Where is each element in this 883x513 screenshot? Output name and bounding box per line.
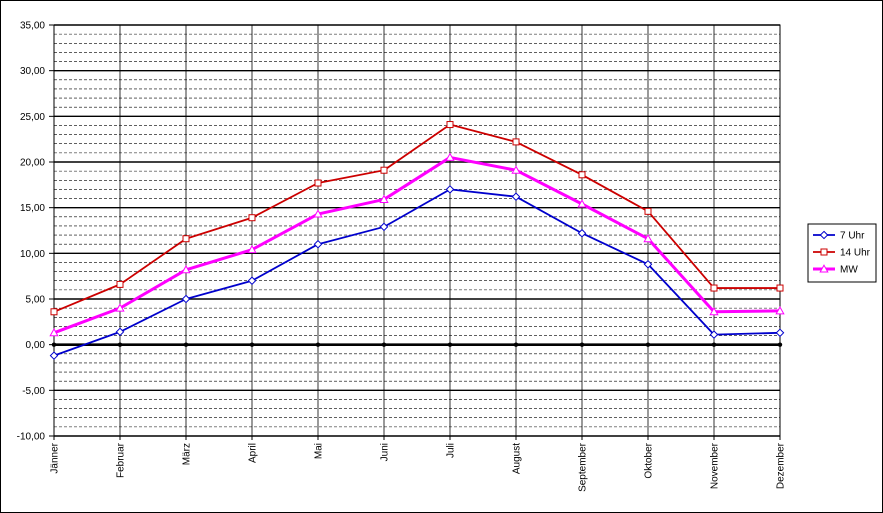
series-layer (49, 121, 785, 360)
data-point (313, 239, 323, 249)
zero-axis-tick (777, 342, 783, 347)
x-tick-label: Juli (446, 443, 457, 458)
data-point (181, 294, 191, 304)
x-tick-label: Mai (314, 443, 325, 459)
y-tick-label: 15,00 (20, 203, 45, 214)
legend-item: MW (813, 264, 858, 276)
data-point (511, 192, 521, 202)
legend: 7 Uhr 14 Uhr MW (807, 223, 877, 283)
data-point (820, 248, 828, 256)
legend-box (807, 223, 877, 283)
y-tick-label: -5,00 (22, 386, 45, 397)
data-point (819, 264, 829, 273)
series-line (53, 155, 781, 335)
x-tick-label: November (710, 442, 721, 489)
data-point (181, 264, 191, 274)
x-axis-ticks: Jänner Februar März April Mai Juni Juli August S… (50, 436, 787, 492)
legend-label: 14 Uhr (840, 248, 871, 259)
data-point (379, 194, 389, 203)
zero-axis-tick (513, 342, 519, 347)
data-point (776, 284, 784, 292)
legend-label: 7 Uhr (840, 231, 865, 242)
data-point (710, 284, 718, 292)
x-tick-label: Oktober (644, 442, 655, 478)
zero-axis-tick (117, 342, 123, 347)
data-point (248, 214, 256, 222)
data-point (379, 222, 389, 232)
y-tick-label: 30,00 (20, 66, 45, 77)
data-point (445, 185, 455, 194)
x-tick-label: Juni (380, 443, 391, 461)
series-0 (49, 185, 785, 360)
x-tick-label: Februar (116, 442, 127, 478)
legend-label: MW (840, 265, 858, 276)
data-point (380, 166, 388, 174)
data-point (445, 152, 455, 161)
legend-item: 14 Uhr (813, 248, 871, 259)
zero-axis-tick (711, 342, 717, 347)
series-1 (50, 121, 784, 316)
y-axis-ticks: -10,00 -5,00 0,00 5,00 10,00 15,00 20,00 25,00 3… (17, 21, 54, 443)
zero-axis-tick (183, 342, 189, 347)
y-tick-label: 35,00 (20, 21, 45, 32)
zero-axis-tick (579, 342, 585, 347)
data-point (182, 235, 190, 243)
data-point (50, 308, 58, 316)
data-point (49, 327, 59, 337)
data-point (643, 233, 653, 243)
legend-item: 7 Uhr (813, 231, 865, 242)
data-point (313, 209, 323, 218)
zero-axis-tick (645, 342, 651, 347)
data-point (709, 330, 719, 339)
data-point (511, 165, 521, 174)
y-tick-label: 10,00 (20, 249, 45, 260)
zero-axis-tick (381, 342, 387, 347)
zero-line (51, 342, 783, 347)
plot-area-border (53, 24, 781, 437)
x-tick-label: März (182, 443, 193, 465)
vertical-gridlines (53, 25, 781, 436)
data-point (247, 244, 257, 254)
data-point (775, 328, 785, 338)
plot-border (53, 24, 781, 437)
data-point (643, 259, 653, 269)
x-tick-label: August (512, 443, 523, 474)
x-tick-label: Jänner (50, 442, 61, 473)
data-point (578, 171, 586, 179)
data-point (115, 303, 125, 312)
y-tick-label: -10,00 (17, 432, 46, 443)
series-line (53, 123, 780, 313)
x-tick-label: Dezember (776, 442, 787, 489)
y-tick-label: 20,00 (20, 158, 45, 169)
data-point (247, 276, 257, 286)
zero-axis-tick (315, 342, 321, 347)
minor-gridlines (54, 33, 780, 428)
data-point (775, 306, 785, 315)
series-2 (49, 152, 785, 337)
data-point (577, 228, 587, 238)
zero-axis-tick (249, 342, 255, 347)
data-point (512, 138, 520, 146)
y-tick-label: 0,00 (26, 340, 46, 351)
data-point (577, 199, 587, 208)
major-gridlines (54, 24, 780, 437)
data-point (446, 121, 454, 129)
data-point (115, 327, 125, 337)
data-point (819, 230, 829, 240)
zero-axis-tick (447, 342, 453, 347)
data-point (314, 179, 322, 187)
y-tick-label: 5,00 (26, 295, 46, 306)
data-point (709, 306, 719, 316)
x-tick-label: September (578, 442, 589, 492)
x-tick-label: April (248, 443, 259, 463)
data-point (116, 280, 124, 288)
y-tick-label: 25,00 (20, 112, 45, 123)
data-point (644, 207, 652, 215)
data-point (49, 351, 59, 360)
series-line (53, 188, 781, 357)
